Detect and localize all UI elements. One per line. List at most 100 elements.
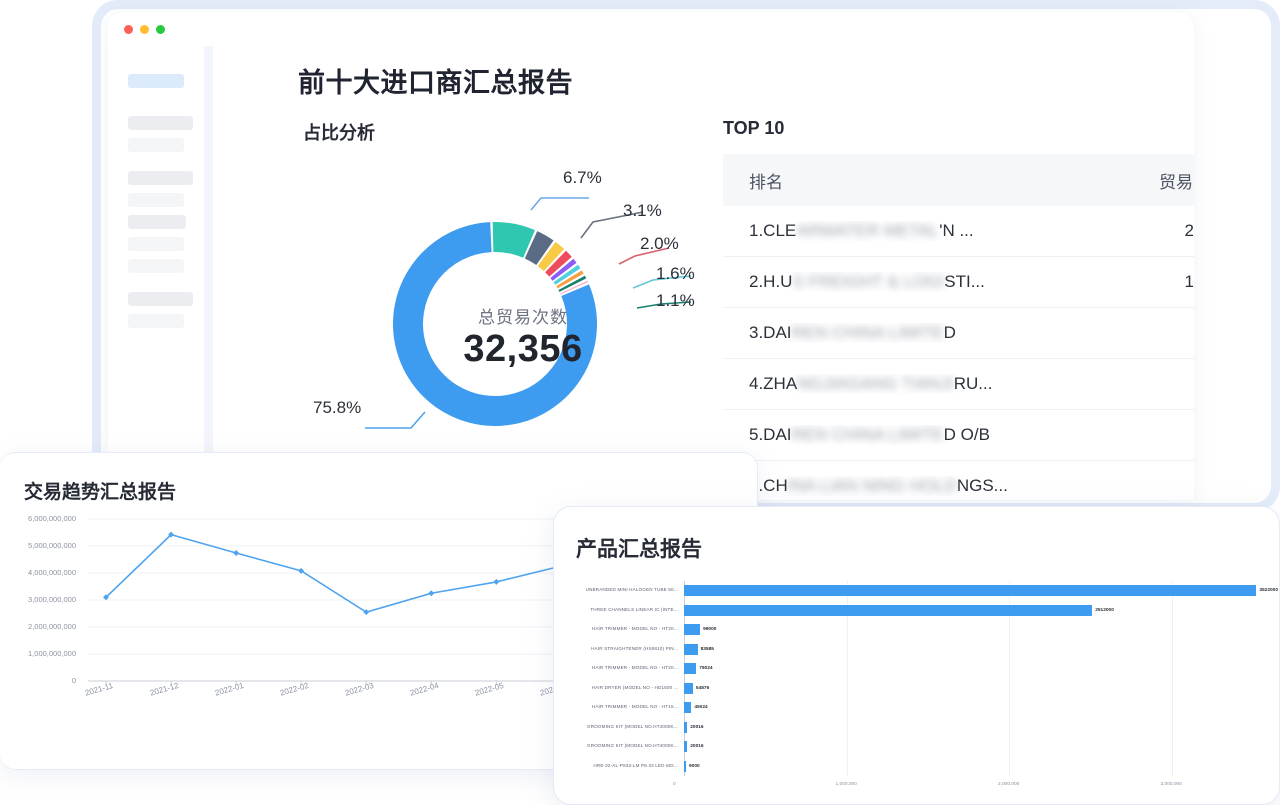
table-row[interactable]: 5.DAIREN CHINA LIMITED O/B643 [723,410,1194,461]
importer-name: 1.CLEARWATER METAL'N ... [749,221,974,240]
sidebar-skeleton-5[interactable] [128,215,186,229]
y-axis-category-label: HAIR STRAIGHTENER (HS6810) PIN... [591,645,678,651]
importer-name: 3.DAIREN CHINA LIMITED [749,323,956,342]
donut-center-value: 32,356 [463,328,583,370]
top10-table: 排名 贸易次数 1.CLEARWATER METAL'N ... 2,182 2.H… [723,154,1194,500]
sidebar-skeleton-2[interactable] [128,138,184,152]
bar[interactable] [684,721,688,733]
y-axis-tick: 4,000,000,000 [28,568,76,577]
donut-segment[interactable] [524,231,554,266]
trend-line-chart: 0 1,000,000,000 2,000,000,000 3,000,000,000… [0,511,758,711]
y-axis-tick: 6,000,000,000 [28,514,76,523]
donut-segment[interactable] [560,280,589,295]
donut-leader-line [636,301,692,309]
product-bar-chart: 0 1,000,000 2,000,000 3,000,000 UNBRANDED MI… [554,575,1280,800]
bar-value-label: 45024 [694,705,708,710]
donut-segment[interactable] [558,275,587,292]
data-point[interactable] [233,550,240,557]
donut-leader-line [365,411,426,429]
sidebar-skeleton-active[interactable] [128,74,184,88]
gridline [684,581,685,776]
table-row[interactable]: 4.ZHANGJIAGANG TIANJIRU...803 [723,359,1194,410]
window-titlebar [108,12,1194,46]
column-header-count: 贸易次数 [1159,172,1194,192]
trade-count: 1,012 [1184,272,1194,291]
donut-segment[interactable] [556,270,584,289]
sidebar-skeleton-3[interactable] [128,171,193,185]
sidebar-divider [204,46,213,500]
donut-segment[interactable] [393,222,597,426]
bar[interactable] [684,585,1257,596]
bar[interactable] [684,624,701,635]
donut-segment[interactable] [550,258,577,281]
sidebar-skeleton-9[interactable] [128,314,184,328]
table-row[interactable]: 3.DAIREN CHINA LIMITED993 [723,308,1194,359]
trend-card-title: 交易趋势汇总报告 [24,482,177,503]
donut-label-4: 1.1% [656,291,695,310]
gridline [1009,581,1010,776]
y-axis-category-label: GROOMING KIT (MODEL NO.HT4000K... [587,743,678,748]
y-axis-category-label: HAIR TRIMMER - MODEL NO - HT20... [591,665,678,670]
table-row[interactable]: 2.H.US FREIGHT & LOGISTI... 1,012 [723,257,1194,308]
table-row[interactable]: 1.CLEARWATER METAL'N ... 2,182 [723,206,1194,257]
data-point[interactable] [363,609,370,616]
donut-label-0: 6.7% [563,168,602,187]
bar[interactable] [684,682,693,694]
bar[interactable] [684,702,692,713]
donut-segment[interactable] [553,264,581,285]
donut-leader-line [530,197,589,211]
table-body: 1.CLEARWATER METAL'N ... 2,182 2.H.US FREI… [723,206,1194,500]
bar-value-label: 75024 [699,666,713,671]
donut-label-2: 2.0% [640,234,679,253]
section-title-top10: TOP 10 [723,118,785,138]
bar[interactable] [684,760,686,772]
x-axis-tick: 3,000,000 [1160,782,1182,787]
x-axis-tick: 0 [673,782,676,787]
y-axis-tick: 0 [71,676,76,685]
trend-line [105,533,562,614]
bar[interactable] [684,604,1093,616]
bar[interactable] [684,663,697,674]
y-axis-category-label: THREE CHANNELS LINEAR IC (INTE... [590,606,678,612]
donut-segment[interactable] [492,222,535,258]
data-point[interactable] [428,590,435,597]
y-axis-category-label: HAIR DRYER (MODEL NO - HD1600 ... [591,684,678,690]
bar-value-label: 3522000 [1259,588,1278,593]
data-point[interactable] [103,594,109,601]
importer-name: 2.H.US FREIGHT & LOGISTI... [749,272,985,291]
section-title-ratio: 占比分析 [303,123,375,143]
data-point[interactable] [493,578,500,585]
main-content: 前十大进口商汇总报告 占比分析 TOP 10 总贸易次数 32,356 6.7%… [213,46,1194,500]
trade-count: 2,182 [1184,221,1194,240]
donut-label-3: 1.6% [656,264,695,283]
product-report-card: 产品汇总报告 0 1,000,000 2,000,000 3,000,000 UNBRA… [553,506,1280,805]
sidebar-skeleton-8[interactable] [128,292,193,306]
donut-center-label: 总贸易次数 [478,308,568,327]
donut-label-5: 75.8% [313,398,362,417]
importer-name: 4.ZHANGJIAGANG TIANJIRU... [749,374,993,393]
y-axis-tick: 2,000,000,000 [28,622,76,631]
y-axis-tick: 1,000,000,000 [28,649,76,658]
maximize-icon[interactable] [156,25,165,34]
sidebar-skeleton-1[interactable] [128,116,193,130]
data-point[interactable] [168,531,175,538]
importer-name: 5.DAIREN CHINA LIMITED O/B [749,425,990,444]
close-icon[interactable] [124,25,133,34]
x-axis-tick: 1,000,000 [835,782,857,787]
sidebar-skeleton-4[interactable] [128,193,184,207]
minimize-icon[interactable] [140,25,149,34]
donut-leader-line [618,247,670,265]
y-axis-category-label: GROOMING KIT (MODEL NO.HT4000K... [587,723,678,729]
donut-segment[interactable] [545,250,572,277]
donut-segment[interactable] [537,241,565,272]
bar[interactable] [684,741,688,752]
bar-value-label: 9000 [689,763,700,769]
sidebar-skeleton-6[interactable] [128,237,184,251]
importer-name: 6.CHINA LIAN NING HOLDNGS... [749,476,1008,495]
donut-chart-svg [365,197,692,429]
sidebar-skeleton-7[interactable] [128,259,184,273]
data-point[interactable] [298,567,305,574]
bar[interactable] [684,643,698,655]
y-axis-category-label: HRE-22-AL-P833-LM P8.33 LED MO... [593,762,678,768]
table-row[interactable]: 6.CHINA LIAN NING HOLDNGS...546 [723,461,1194,500]
